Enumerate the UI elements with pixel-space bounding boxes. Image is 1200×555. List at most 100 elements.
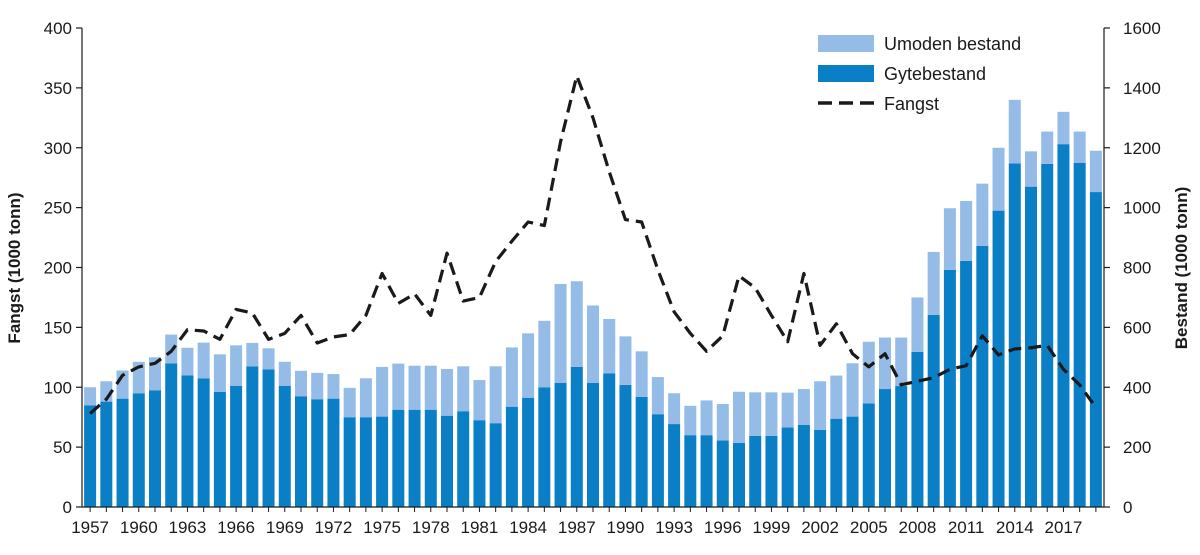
- bar-umoden-bestand-1972: [327, 374, 340, 399]
- right-tick-label: 1600: [1123, 19, 1161, 38]
- bar-gytebestand-2006: [879, 389, 891, 507]
- bar-gytebestand-2001: [797, 424, 810, 507]
- bar-umoden-bestand-1968: [262, 348, 275, 370]
- right-ticks: 0 200 400 600 800 1000 1200 1400 1600: [1104, 19, 1161, 517]
- left-tick-label: 350: [44, 79, 72, 98]
- bar-gytebestand-2019: [1089, 192, 1102, 507]
- x-tick-label: 2011: [948, 518, 985, 537]
- bar-umoden-bestand-1984: [522, 333, 535, 398]
- bar-umoden-bestand-1980: [457, 366, 470, 412]
- bar-gytebestand-1975: [376, 416, 389, 507]
- bar-umoden-bestand-1964: [197, 342, 210, 379]
- bar-gytebestand-1991: [635, 396, 648, 507]
- x-tick-label: 1984: [509, 518, 547, 537]
- x-tick-label: 1957: [71, 518, 109, 537]
- left-ticks: 0 50 100 150 200 250 300 350 400: [44, 19, 82, 517]
- bar-gytebestand-1992: [651, 414, 664, 507]
- bar-umoden-bestand-1979: [441, 368, 453, 416]
- bar-umoden-bestand-1987: [570, 281, 583, 367]
- x-tick-label: 2008: [899, 518, 937, 537]
- x-tick-label: 1999: [753, 518, 791, 537]
- x-tick-label: 2017: [1045, 518, 1083, 537]
- left-tick-label: 0: [63, 498, 72, 517]
- bar-gytebestand-1973: [343, 417, 356, 507]
- bar-umoden-bestand-1997: [733, 391, 745, 443]
- right-tick-label: 1400: [1123, 79, 1161, 98]
- right-tick-label: 1000: [1123, 199, 1161, 218]
- bar-gytebestand-1979: [441, 415, 453, 507]
- right-tick-label: 1200: [1123, 139, 1161, 158]
- bar-umoden-bestand-1976: [392, 363, 405, 410]
- bar-gytebestand-1996: [716, 440, 729, 507]
- bar-gytebestand-1959: [116, 398, 129, 507]
- bar-umoden-bestand-2000: [781, 392, 794, 428]
- bar-gytebestand-1990: [619, 384, 632, 507]
- bar-umoden-bestand-1974: [359, 378, 372, 418]
- bar-gytebestand-1964: [197, 378, 210, 507]
- bar-umoden-bestand-2005: [862, 341, 875, 404]
- bar-umoden-bestand-1995: [700, 400, 713, 436]
- bar-umoden-bestand-1975: [376, 366, 389, 417]
- bar-gytebestand-2012: [976, 245, 989, 507]
- bar-umoden-bestand-1978: [424, 365, 437, 410]
- bar-umoden-bestand-1989: [603, 318, 616, 374]
- x-tick-label: 1963: [169, 518, 207, 537]
- bar-gytebestand-1999: [765, 435, 778, 507]
- right-tick-label: 400: [1123, 378, 1151, 397]
- bar-umoden-bestand-2009: [927, 251, 940, 315]
- bar-gytebestand-1997: [733, 442, 745, 507]
- bar-umoden-bestand-2018: [1073, 131, 1086, 163]
- bar-umoden-bestand-1973: [343, 387, 356, 418]
- bar-gytebestand-1971: [311, 399, 324, 507]
- bar-gytebestand-2008: [911, 351, 924, 507]
- bar-umoden-bestand-1977: [408, 365, 421, 410]
- bar-gytebestand-2007: [895, 386, 908, 507]
- bar-umoden-bestand-1983: [505, 347, 518, 407]
- bar-gytebestand-1986: [554, 382, 567, 507]
- legend-swatch-gytebestand: [818, 65, 874, 82]
- bar-umoden-bestand-1992: [651, 377, 664, 415]
- bar-gytebestand-2013: [992, 210, 1005, 507]
- left-tick-label: 50: [53, 438, 72, 457]
- bar-gytebestand-1978: [424, 409, 437, 507]
- bar-umoden-bestand-1993: [668, 393, 681, 425]
- bar-gytebestand-1983: [505, 406, 518, 507]
- bar-umoden-bestand-2011: [960, 201, 973, 261]
- bar-gytebestand-1995: [700, 435, 713, 507]
- bar-umoden-bestand-2015: [1025, 151, 1037, 187]
- x-tick-label: 1978: [412, 518, 450, 537]
- bar-gytebestand-1965: [213, 391, 226, 507]
- bar-umoden-bestand-1982: [489, 366, 502, 424]
- bar-gytebestand-2002: [814, 429, 827, 507]
- bar-umoden-bestand-1985: [538, 320, 551, 388]
- bar-gytebestand-1974: [359, 417, 372, 507]
- x-tick-label: 1987: [558, 518, 596, 537]
- bar-gytebestand-2017: [1057, 144, 1070, 507]
- bar-umoden-bestand-1963: [181, 347, 194, 376]
- bar-umoden-bestand-1969: [278, 361, 291, 386]
- bar-umoden-bestand-2008: [911, 297, 924, 352]
- bar-umoden-bestand-1988: [587, 305, 599, 383]
- bar-gytebestand-1960: [132, 393, 145, 507]
- legend-swatch-umoden-bestand: [818, 35, 874, 52]
- left-tick-label: 200: [44, 259, 72, 278]
- legend: Umoden bestand Gytebestand Fangst: [818, 34, 1021, 114]
- bar-gytebestand-1967: [246, 366, 259, 507]
- bar-gytebestand-1989: [603, 373, 616, 507]
- x-tick-label: 2014: [996, 518, 1034, 537]
- left-tick-label: 300: [44, 139, 72, 158]
- bar-umoden-bestand-1970: [295, 370, 307, 397]
- bar-umoden-bestand-1966: [230, 345, 243, 386]
- bar-umoden-bestand-1957: [84, 387, 97, 406]
- bar-umoden-bestand-2004: [846, 363, 859, 417]
- catch-line: [89, 74, 1098, 415]
- bar-umoden-bestand-1981: [473, 380, 486, 421]
- x-tick-label: 2002: [801, 518, 839, 537]
- bar-gytebestand-1970: [295, 396, 307, 507]
- bar-umoden-bestand-2017: [1057, 111, 1070, 145]
- x-tick-label: 1969: [266, 518, 304, 537]
- bar-umoden-bestand-1998: [749, 392, 762, 436]
- bar-umoden-bestand-2003: [830, 375, 843, 419]
- bar-umoden-bestand-2010: [943, 208, 956, 270]
